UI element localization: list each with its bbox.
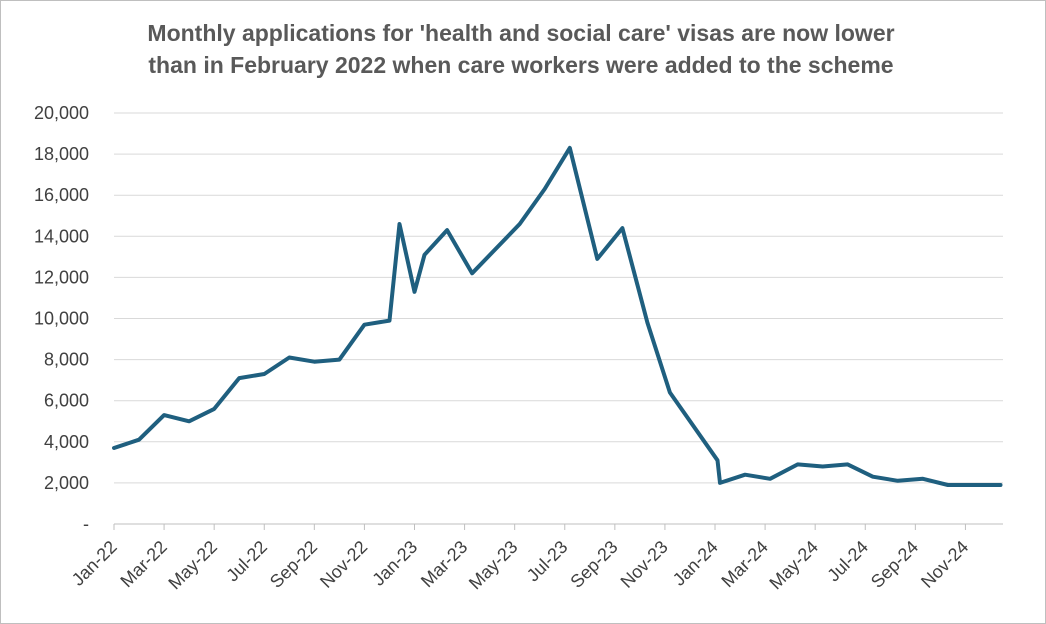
y-axis-tick-label: 14,000 <box>34 226 89 246</box>
series-layer <box>112 145 1003 487</box>
x-axis-tick-label: Nov-23 <box>617 537 672 592</box>
chart-title-line-2: than in February 2022 when care workers … <box>148 52 894 78</box>
x-axis-tick-label: Nov-22 <box>316 537 371 592</box>
y-axis-tick-label: - <box>83 514 89 534</box>
x-axis-tick-label: Jan-23 <box>368 537 421 590</box>
y-axis-tick-label: 4,000 <box>44 432 89 452</box>
y-axis-tick-label: 6,000 <box>44 391 89 411</box>
x-axis-tick-label: Jan-24 <box>669 537 722 590</box>
x-axis-tick-label: Sep-23 <box>566 537 621 592</box>
y-axis-tick-label: 10,000 <box>34 309 89 329</box>
y-axis-tick-label: 20,000 <box>34 103 89 123</box>
y-axis-tick-label: 16,000 <box>34 185 89 205</box>
x-axis-tick-label: Jul-22 <box>222 537 271 586</box>
x-axis <box>113 523 1003 530</box>
y-axis-tick-label: 18,000 <box>34 144 89 164</box>
y-axis-tick-label: 12,000 <box>34 267 89 287</box>
x-axis-tick-label: Mar-23 <box>417 537 471 591</box>
y-axis-tick-label: 2,000 <box>44 473 89 493</box>
y-axis-tick-labels: - 2,000 4,000 6,000 8,000 10,000 12,000 14,000 1… <box>34 103 89 534</box>
gridlines <box>114 112 1003 484</box>
x-axis-tick-label: May-22 <box>164 537 221 594</box>
chart-title: Monthly applications for 'health and soc… <box>81 17 961 81</box>
x-axis-tick-label: Sep-24 <box>867 537 922 592</box>
x-axis-tick-label: Mar-24 <box>717 537 771 591</box>
x-axis-tick-label: Mar-22 <box>116 537 170 591</box>
chart-title-line-1: Monthly applications for 'health and soc… <box>147 20 895 46</box>
x-axis-tick-label: Jul-23 <box>523 537 572 586</box>
x-axis-tick-label: Jan-22 <box>68 537 121 590</box>
x-axis-tick-label: Nov-24 <box>917 537 972 592</box>
x-axis-tick-label: May-24 <box>765 537 822 594</box>
y-axis-tick-label: 8,000 <box>44 350 89 370</box>
series-line <box>112 145 1003 487</box>
x-axis-tick-label: Sep-22 <box>266 537 321 592</box>
x-axis-tick-label: May-23 <box>465 537 522 594</box>
x-axis-tick-label: Jul-24 <box>823 537 872 586</box>
